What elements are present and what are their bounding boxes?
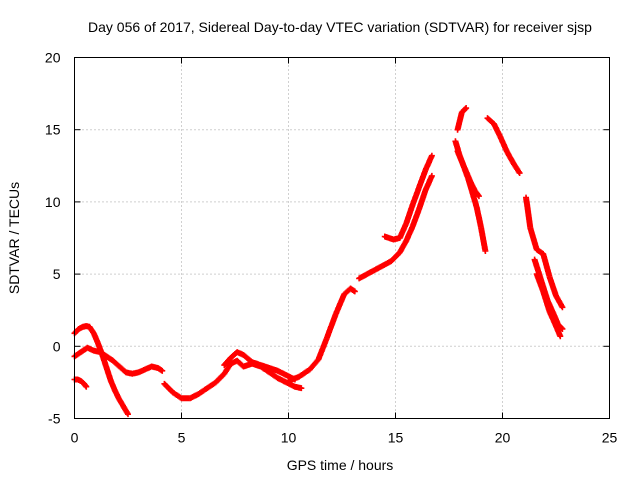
x-tick-label: 15 — [388, 430, 404, 446]
axes-layer: 0 5 10 15 20 25 -5 0 5 10 15 20 — [45, 50, 618, 446]
series-trace — [286, 286, 357, 384]
series-trace — [455, 149, 482, 198]
series-track-l — [484, 115, 523, 177]
y-axis-label: SDTVAR / TECUs — [6, 182, 22, 294]
series-trace — [357, 174, 435, 281]
series-trace — [222, 349, 297, 382]
series-track-c — [71, 376, 90, 390]
series-track-f — [285, 285, 358, 384]
series-trace — [383, 154, 435, 243]
y-tick-label: 0 — [53, 338, 61, 354]
x-tick-label: 20 — [495, 430, 511, 446]
x-tick-label: 25 — [602, 430, 618, 446]
series-trace — [72, 345, 165, 377]
y-tick-label: 15 — [45, 122, 61, 138]
x-tick-label: 0 — [71, 430, 79, 446]
y-tick-label: 5 — [53, 266, 61, 282]
series-track-d — [161, 357, 305, 402]
y-tick-label: -5 — [48, 411, 61, 427]
series-track-h — [381, 152, 435, 243]
series-track-k — [454, 105, 470, 133]
series-trace — [523, 196, 565, 309]
series-track-b — [71, 344, 166, 377]
x-axis-label: GPS time / hours — [287, 457, 394, 473]
series-track-o — [533, 271, 564, 340]
series-track-g — [356, 172, 435, 282]
x-tick-label: 10 — [281, 430, 297, 446]
plot-frame — [74, 57, 610, 419]
series-trace — [162, 358, 304, 402]
chart-title: Day 056 of 2017, Sidereal Day-to-day VTE… — [88, 19, 592, 35]
series-trace — [72, 376, 89, 389]
series-trace — [72, 323, 131, 416]
series-trace — [454, 105, 469, 132]
series-trace — [485, 116, 522, 175]
y-tick-label: 10 — [45, 194, 61, 210]
series-track-j — [454, 148, 482, 200]
x-tick-label: 5 — [178, 430, 186, 446]
data-layer — [71, 105, 566, 418]
series-track-m — [523, 194, 566, 311]
series-trace — [534, 272, 563, 338]
y-tick-label: 20 — [45, 50, 61, 66]
